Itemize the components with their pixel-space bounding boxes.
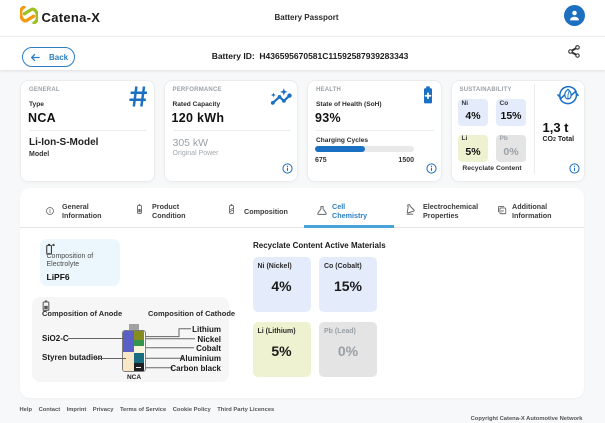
svg-text:P: P: [501, 208, 504, 213]
